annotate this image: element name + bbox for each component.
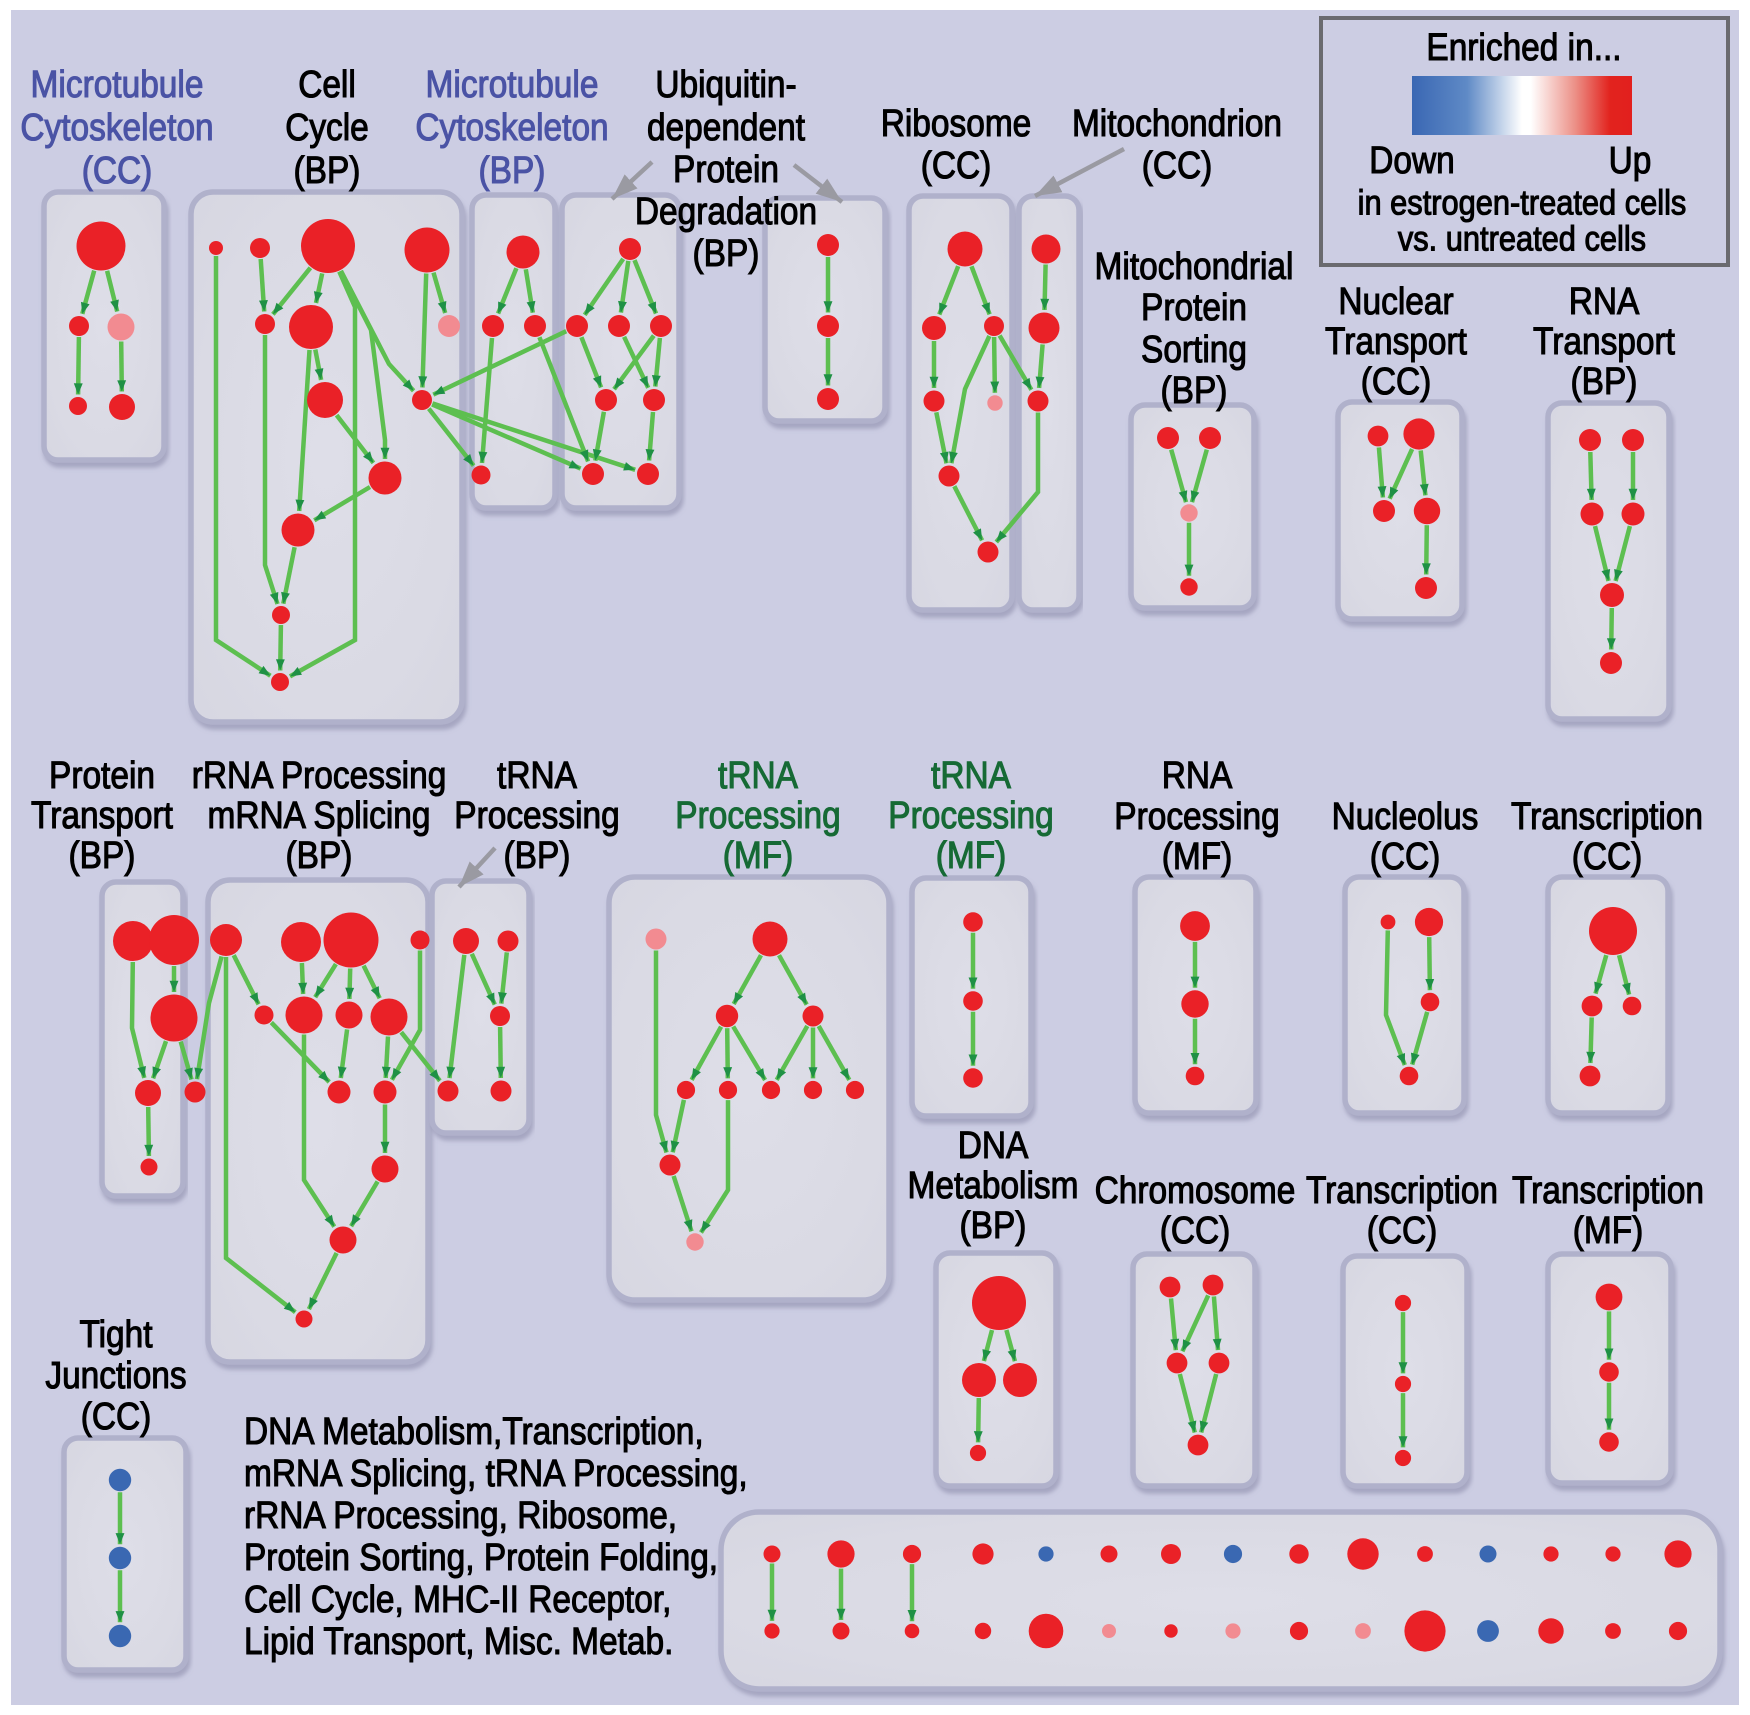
svg-text:Metabolism: Metabolism [908, 1165, 1079, 1207]
svg-text:tRNA: tRNA [931, 755, 1011, 797]
svg-text:Nucleolus: Nucleolus [1332, 796, 1479, 838]
svg-text:(CC): (CC) [1572, 836, 1643, 878]
svg-text:Mitochondrial: Mitochondrial [1095, 246, 1294, 288]
svg-text:Up: Up [1609, 140, 1652, 182]
svg-text:in estrogen-treated cells: in estrogen-treated cells [1358, 184, 1687, 223]
svg-text:Transport: Transport [1325, 321, 1467, 363]
svg-text:(CC): (CC) [1370, 836, 1441, 878]
svg-text:Tight: Tight [79, 1314, 152, 1356]
svg-text:Transport: Transport [31, 795, 173, 837]
svg-text:vs. untreated cells: vs. untreated cells [1398, 220, 1646, 259]
svg-text:Transcription: Transcription [1306, 1170, 1498, 1212]
svg-text:Microtubule: Microtubule [31, 64, 204, 106]
svg-text:(CC): (CC) [1142, 145, 1213, 187]
svg-text:Nuclear: Nuclear [1338, 281, 1453, 323]
svg-text:(CC): (CC) [921, 145, 992, 187]
svg-text:(BP): (BP) [294, 150, 361, 192]
svg-text:(BP): (BP) [479, 150, 546, 192]
svg-text:Cycle: Cycle [285, 107, 369, 149]
svg-text:(BP): (BP) [1161, 370, 1228, 412]
svg-text:Transcription: Transcription [1511, 796, 1703, 838]
svg-text:rRNA Processing, Ribosome,: rRNA Processing, Ribosome, [244, 1495, 677, 1537]
svg-text:Junctions: Junctions [45, 1355, 186, 1397]
svg-text:Protein: Protein [1141, 287, 1247, 329]
svg-text:Lipid Transport, Misc. Metab.: Lipid Transport, Misc. Metab. [244, 1621, 673, 1663]
svg-text:mRNA Splicing: mRNA Splicing [208, 795, 431, 837]
svg-text:RNA: RNA [1569, 281, 1640, 323]
svg-text:(BP): (BP) [693, 233, 760, 275]
svg-text:Down: Down [1369, 140, 1455, 182]
svg-text:(BP): (BP) [1571, 361, 1638, 403]
svg-text:Cytoskeleton: Cytoskeleton [415, 107, 608, 149]
svg-text:(BP): (BP) [960, 1205, 1027, 1247]
svg-text:(CC): (CC) [1367, 1210, 1438, 1252]
svg-text:(MF): (MF) [723, 835, 794, 877]
svg-text:Protein: Protein [49, 755, 155, 797]
svg-text:Chromosome: Chromosome [1095, 1170, 1296, 1212]
svg-text:Mitochondrion: Mitochondrion [1072, 103, 1282, 145]
svg-text:Transport: Transport [1533, 321, 1675, 363]
svg-text:Microtubule: Microtubule [426, 64, 599, 106]
svg-text:RNA: RNA [1162, 755, 1233, 797]
svg-text:Processing: Processing [454, 795, 619, 837]
svg-text:Protein: Protein [673, 149, 779, 191]
svg-text:Enriched in...: Enriched in... [1426, 27, 1621, 69]
svg-text:Ribosome: Ribosome [881, 103, 1032, 145]
svg-text:Cell: Cell [298, 64, 356, 106]
svg-text:rRNA Processing: rRNA Processing [192, 755, 447, 797]
svg-text:(MF): (MF) [1573, 1210, 1644, 1252]
svg-text:Processing: Processing [1114, 796, 1279, 838]
svg-text:(CC): (CC) [1160, 1210, 1231, 1252]
svg-text:Sorting: Sorting [1141, 329, 1247, 371]
svg-text:Cell Cycle, MHC-II Receptor,: Cell Cycle, MHC-II Receptor, [244, 1579, 671, 1621]
svg-text:(BP): (BP) [69, 835, 136, 877]
svg-text:DNA: DNA [958, 1125, 1029, 1167]
svg-text:(CC): (CC) [82, 150, 153, 192]
svg-text:Protein Sorting, Protein Foldi: Protein Sorting, Protein Folding, [244, 1537, 718, 1579]
svg-text:tRNA: tRNA [497, 755, 577, 797]
svg-text:(BP): (BP) [504, 835, 571, 877]
svg-text:mRNA Splicing, tRNA Processing: mRNA Splicing, tRNA Processing, [244, 1453, 748, 1495]
svg-text:Ubiquitin-: Ubiquitin- [655, 64, 796, 106]
svg-text:DNA Metabolism,Transcription,: DNA Metabolism,Transcription, [244, 1411, 704, 1453]
svg-text:dependent: dependent [647, 107, 805, 149]
svg-text:Processing: Processing [888, 795, 1053, 837]
svg-text:Degradation: Degradation [635, 191, 817, 233]
svg-text:Transcription: Transcription [1512, 1170, 1704, 1212]
svg-text:Processing: Processing [675, 795, 840, 837]
svg-text:tRNA: tRNA [718, 755, 798, 797]
svg-text:(MF): (MF) [1162, 836, 1233, 878]
svg-text:(CC): (CC) [81, 1396, 152, 1438]
svg-text:(BP): (BP) [286, 835, 353, 877]
svg-text:(MF): (MF) [936, 835, 1007, 877]
svg-text:(CC): (CC) [1361, 361, 1432, 403]
svg-text:Cytoskeleton: Cytoskeleton [20, 107, 213, 149]
